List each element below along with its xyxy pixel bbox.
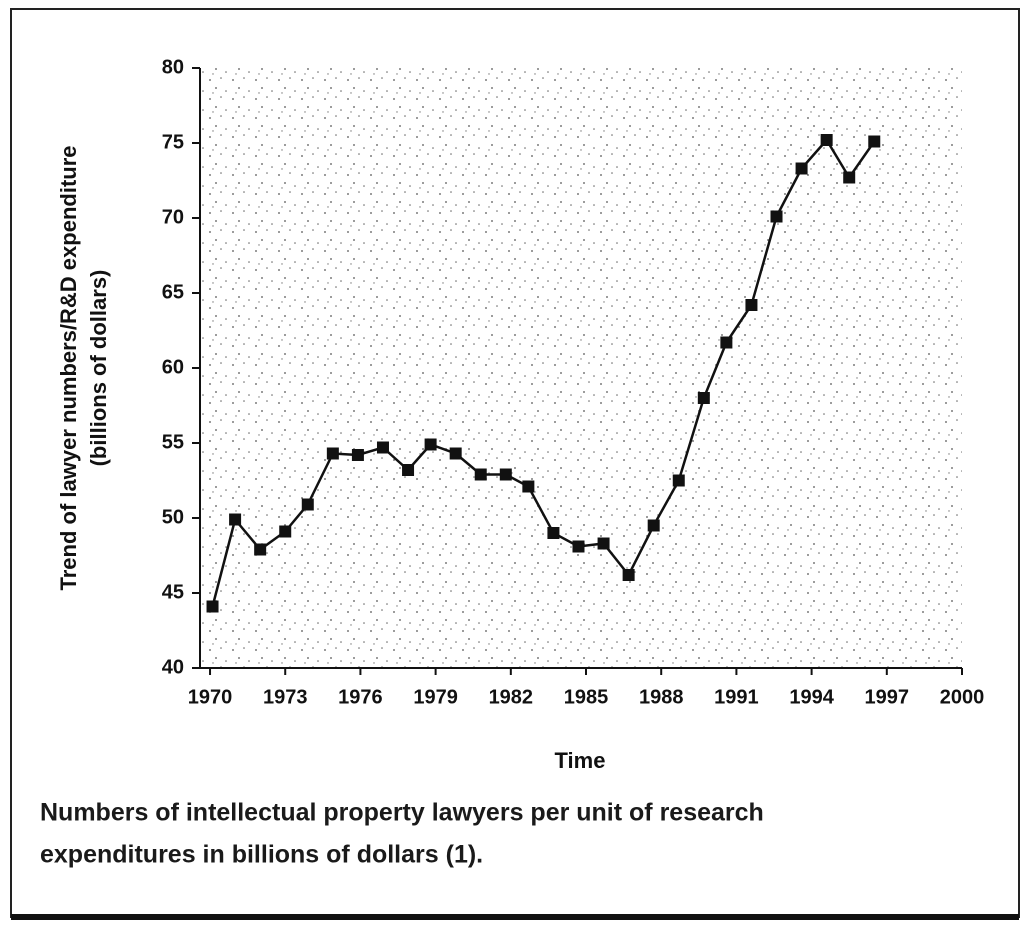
marker: [499, 468, 512, 481]
y-tick-label: 60: [162, 356, 184, 378]
marker: [301, 498, 314, 511]
x-tick-label: 1970: [188, 686, 233, 708]
x-tick-label: 1976: [338, 686, 383, 708]
y-tick-label: 40: [162, 656, 184, 678]
caption: Numbers of intellectual property lawyers…: [40, 799, 764, 827]
x-tick-label: 1979: [413, 686, 458, 708]
y-tick-label: 45: [162, 581, 184, 603]
marker: [647, 519, 660, 532]
x-tick-label: 1982: [489, 686, 534, 708]
marker: [279, 525, 292, 538]
marker: [254, 543, 267, 556]
marker: [672, 474, 685, 487]
marker: [697, 392, 710, 404]
marker: [720, 336, 733, 349]
marker: [868, 135, 881, 148]
marker: [402, 464, 415, 476]
marker: [622, 569, 635, 581]
marker: [351, 449, 364, 461]
y-tick-label: 70: [162, 206, 184, 228]
y-tick-label: 65: [162, 281, 184, 303]
marker: [820, 134, 833, 146]
x-tick-label: 2000: [940, 686, 985, 708]
marker: [795, 162, 808, 175]
x-tick-label: 1997: [865, 686, 910, 708]
plot-area: [200, 68, 962, 668]
marker: [474, 468, 487, 481]
marker: [522, 480, 535, 493]
marker: [770, 210, 783, 223]
marker: [597, 537, 610, 550]
marker: [424, 438, 437, 451]
marker: [229, 513, 242, 526]
marker: [449, 447, 462, 460]
marker: [745, 299, 758, 311]
caption: expenditures in billions of dollars (1).: [40, 841, 483, 869]
y-axis-label: (billions of dollars): [86, 270, 111, 467]
marker: [376, 441, 389, 454]
marker: [572, 540, 585, 553]
y-tick-label: 75: [162, 131, 184, 153]
line: [211, 137, 876, 607]
x-tick-label: 1991: [714, 686, 759, 708]
x-axis-label: Time: [555, 748, 606, 773]
marker: [547, 527, 560, 539]
y-tick-label: 80: [162, 56, 184, 78]
marker: [843, 171, 856, 184]
x-tick-label: 1985: [564, 686, 609, 708]
y-tick-label: 55: [162, 431, 184, 453]
y-axis-label: Trend of lawyer numbers/R&D expenditure: [56, 146, 81, 591]
marker: [326, 447, 339, 460]
marker: [206, 600, 219, 613]
x-tick-label: 1994: [789, 686, 834, 708]
x-tick-label: 1988: [639, 686, 684, 708]
x-tick-label: 1973: [263, 686, 308, 708]
y-tick-label: 50: [162, 506, 184, 528]
